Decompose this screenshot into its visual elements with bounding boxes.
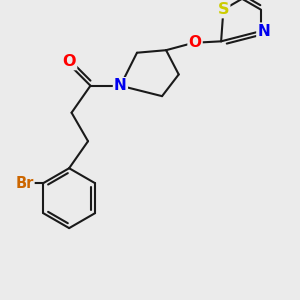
Text: N: N	[114, 78, 127, 93]
Text: O: O	[62, 54, 76, 69]
Text: Br: Br	[15, 176, 34, 191]
Text: S: S	[218, 2, 229, 17]
Text: O: O	[189, 35, 202, 50]
Text: N: N	[257, 24, 270, 39]
